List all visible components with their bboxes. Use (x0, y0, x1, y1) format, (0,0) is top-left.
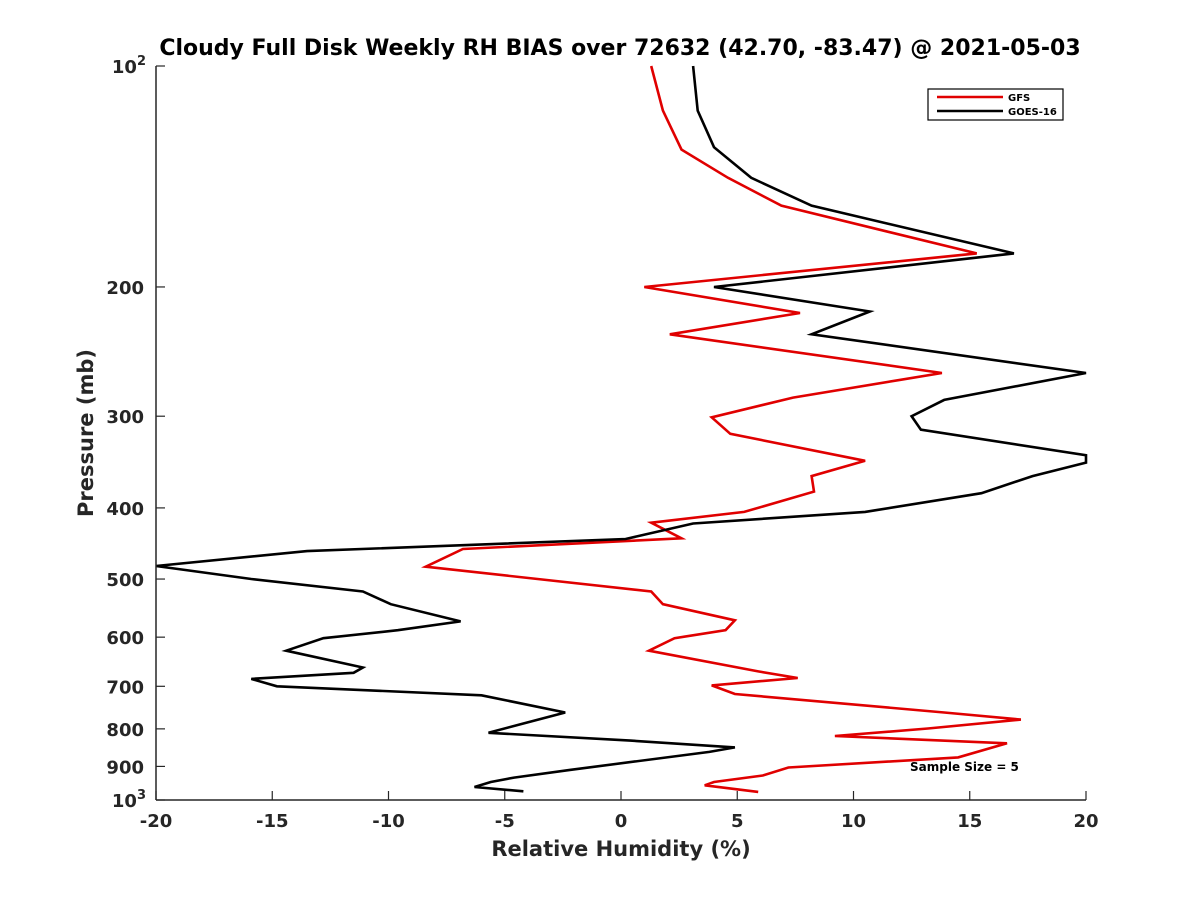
y-tick-label-power: 102 (112, 54, 146, 78)
x-tick-label: -10 (372, 811, 405, 832)
x-tick-label: 5 (731, 811, 744, 832)
x-tick-label: 15 (957, 811, 982, 832)
plot-area (155, 65, 1088, 794)
x-axis-label: Relative Humidity (%) (491, 837, 750, 861)
series-line-goes-16 (155, 65, 1088, 793)
y-axis-label: Pressure (mb) (74, 349, 98, 517)
y-tick-label: 200 (106, 278, 144, 299)
y-tick-label: 500 (106, 570, 144, 591)
y-ticks: 200 300 400 500 600 700 800 900 102 103 (106, 54, 165, 812)
y-tick-label: 600 (106, 628, 144, 649)
x-tick-label: 0 (615, 811, 628, 832)
y-tick-label: 800 (106, 720, 144, 741)
legend-label-goes-16: GOES-16 (1008, 107, 1057, 118)
x-tick-label: -20 (140, 811, 173, 832)
x-tick-label: 10 (841, 811, 866, 832)
legend: GFS GOES-16 (927, 88, 1064, 121)
legend-box (927, 88, 1064, 121)
legend-label-gfs: GFS (1008, 93, 1030, 104)
y-tick-label-power: 103 (112, 788, 146, 812)
y-tick-label: 700 (106, 677, 144, 698)
chart-title: Cloudy Full Disk Weekly RH BIAS over 726… (159, 36, 1080, 61)
y-tick-label: 300 (106, 407, 144, 428)
y-tick-label: 900 (106, 757, 144, 778)
series-line-gfs (421, 65, 1022, 794)
x-tick-label: -15 (256, 811, 289, 832)
x-tick-label: 20 (1073, 811, 1098, 832)
x-ticks: -20 -15 -10 -5 0 5 10 15 20 (140, 791, 1099, 832)
y-tick-label: 400 (106, 499, 144, 520)
sample-size-annotation: Sample Size = 5 (910, 760, 1019, 774)
x-tick-label: -5 (495, 811, 515, 832)
